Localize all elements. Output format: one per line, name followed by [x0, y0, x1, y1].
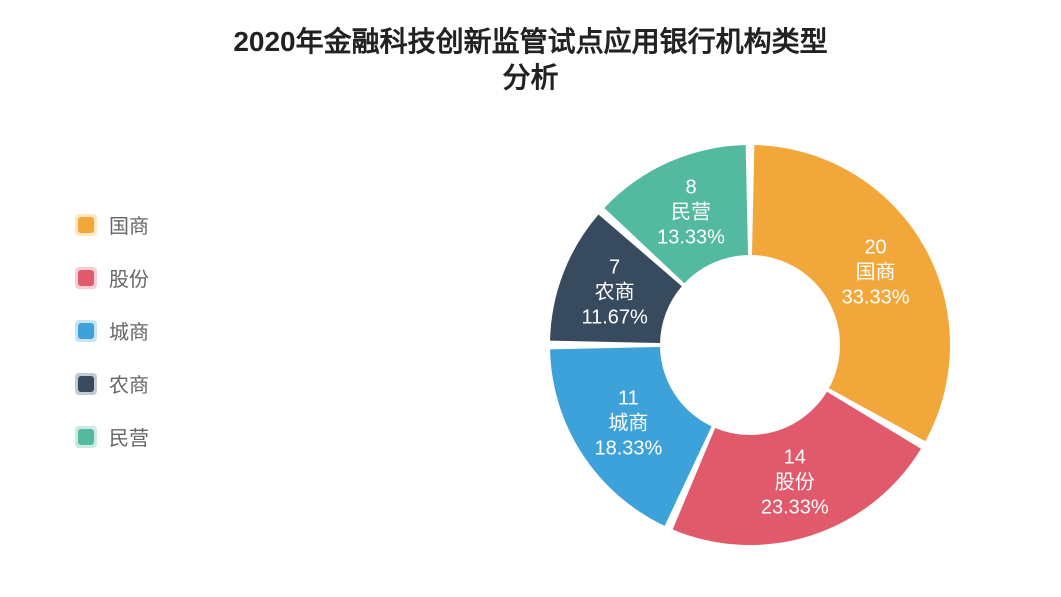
legend-swatch [75, 214, 97, 236]
legend-label: 民营 [109, 422, 149, 451]
legend: 国商股份城商农商民营 [75, 210, 149, 475]
legend-label: 国商 [109, 210, 149, 239]
slice-label: 8 民营 13.33% [657, 175, 725, 250]
legend-swatch [75, 426, 97, 448]
legend-label: 农商 [109, 369, 149, 398]
legend-item[interactable]: 农商 [75, 369, 149, 398]
legend-item[interactable]: 国商 [75, 210, 149, 239]
legend-label: 股份 [109, 263, 149, 292]
legend-swatch [75, 373, 97, 395]
legend-item[interactable]: 民营 [75, 422, 149, 451]
chart-container: 2020年金融科技创新监管试点应用银行机构类型 分析 国商股份城商农商民营 20… [0, 0, 1061, 597]
legend-item[interactable]: 城商 [75, 316, 149, 345]
legend-swatch [75, 267, 97, 289]
legend-swatch [75, 320, 97, 342]
slice-label: 11 城商 18.33% [594, 386, 662, 461]
chart-title: 2020年金融科技创新监管试点应用银行机构类型 分析 [0, 24, 1061, 97]
slice-label: 7 农商 11.67% [581, 256, 647, 331]
slice-label: 20 国商 33.33% [842, 235, 910, 310]
legend-label: 城商 [109, 316, 149, 345]
donut-chart [540, 135, 960, 555]
legend-item[interactable]: 股份 [75, 263, 149, 292]
slice-label: 14 股份 23.33% [761, 445, 829, 520]
